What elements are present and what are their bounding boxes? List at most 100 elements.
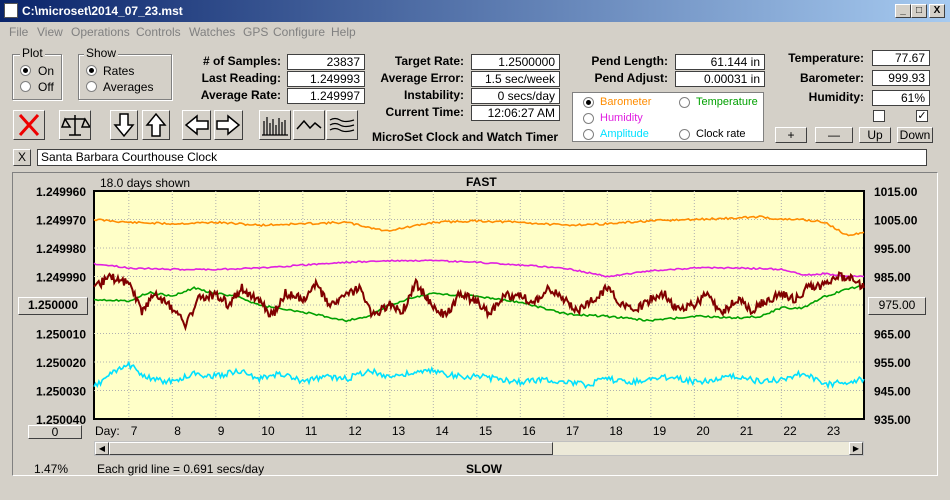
series-amplitude-line — [93, 360, 865, 390]
barometer-value: 999.93 — [872, 70, 930, 86]
right-axis-tick: 985.00 — [874, 271, 911, 285]
show-group-title: Show — [84, 46, 119, 60]
up-arrow-button[interactable] — [142, 110, 170, 140]
percent-label: 1.47% — [34, 462, 69, 476]
plot-on-radio[interactable] — [20, 65, 31, 76]
last-reading-label: Last Reading: — [201, 71, 281, 85]
checkbox-left[interactable] — [873, 110, 885, 122]
down-button[interactable]: Down — [897, 127, 933, 143]
left-axis-tick: 1.249970 — [36, 214, 86, 228]
instability-label: Instability: — [403, 88, 464, 102]
day-tick-label: 20 — [696, 424, 710, 438]
x-icon — [18, 113, 40, 137]
right-arrow-button[interactable] — [214, 110, 243, 140]
minus-button[interactable]: — — [815, 127, 853, 143]
sensor-select-box: Barometer Temperature Humidity Amplitude… — [572, 92, 764, 142]
bars-icon — [262, 117, 288, 136]
menu-bar: File View Operations Controls Watches GP… — [0, 23, 950, 41]
show-averages-label: Averages — [103, 80, 154, 94]
target-rate-value: 1.2500000 — [471, 54, 560, 70]
chart-panel — [12, 172, 938, 476]
app-icon — [4, 3, 18, 18]
plot-off-radio[interactable] — [20, 81, 31, 92]
series-rate-line — [93, 271, 865, 332]
pend-adjust-label: Pend Adjust: — [594, 71, 668, 85]
plot-group-title: Plot — [20, 46, 45, 60]
maximize-button[interactable]: □ — [911, 4, 927, 18]
center-rate-button[interactable]: 1.250000 — [18, 297, 88, 315]
slow-label: SLOW — [466, 462, 502, 476]
balance-button[interactable] — [59, 110, 92, 140]
day-tick-label: 17 — [566, 424, 580, 438]
pend-length-value: 61.144 in — [675, 54, 765, 70]
close-button[interactable]: X — [929, 4, 945, 18]
day-tick-label: 10 — [261, 424, 275, 438]
show-averages-radio[interactable] — [86, 81, 97, 92]
temperature-value: 77.67 — [872, 50, 930, 66]
horizontal-scrollbar[interactable]: ◀ ▶ — [94, 441, 864, 456]
sensor-clock-rate-radio[interactable] — [679, 129, 690, 140]
day-tick-label: 14 — [435, 424, 449, 438]
checkbox-right[interactable]: ✓ — [916, 110, 928, 122]
current-time-label: Current Time: — [385, 105, 464, 119]
bars-view-button[interactable] — [259, 110, 291, 140]
watch-close-button[interactable]: X — [13, 149, 31, 166]
up-button[interactable]: Up — [859, 127, 891, 143]
arrow-up-icon — [145, 112, 167, 137]
sensor-amplitude-radio[interactable] — [583, 129, 594, 140]
day-tick-label: 12 — [348, 424, 362, 438]
right-axis-tick: 935.00 — [874, 413, 911, 427]
fast-label: FAST — [466, 175, 497, 189]
down-arrow-button[interactable] — [110, 110, 138, 140]
pend-length-label: Pend Length: — [591, 54, 668, 68]
menu-view[interactable]: View — [37, 25, 63, 39]
right-axis-tick: 995.00 — [874, 242, 911, 256]
sensor-temperature-label: Temperature — [696, 96, 758, 108]
window-title: C:\microset\2014_07_23.mst — [22, 4, 183, 18]
series-temperature-line — [94, 284, 865, 323]
sensor-temperature-radio[interactable] — [679, 97, 690, 108]
day-tick-label: 22 — [783, 424, 797, 438]
day-tick-label: 16 — [522, 424, 536, 438]
average-error-label: Average Error: — [380, 71, 464, 85]
menu-configure[interactable]: Configure — [273, 25, 326, 39]
menu-operations[interactable]: Operations — [71, 25, 130, 39]
left-axis-tick: 1.250020 — [36, 356, 86, 370]
wave-icon — [329, 117, 355, 133]
clear-button[interactable] — [13, 110, 45, 140]
watch-name-field[interactable]: Santa Barbara Courthouse Clock — [37, 149, 927, 166]
day-tick-label: 8 — [174, 424, 181, 438]
sensor-barometer-label: Barometer — [600, 96, 652, 108]
menu-file[interactable]: File — [9, 25, 29, 39]
wave-view-button[interactable] — [326, 110, 358, 140]
scroll-right-button[interactable]: ▶ — [849, 442, 863, 455]
last-reading-value: 1.249993 — [287, 71, 365, 87]
left-axis-tick: 1.249960 — [36, 185, 86, 199]
minimize-button[interactable]: _ — [895, 4, 911, 18]
sensor-barometer-radio[interactable] — [583, 97, 594, 108]
scroll-thumb[interactable] — [109, 442, 553, 455]
average-rate-label: Average Rate: — [200, 88, 281, 102]
menu-controls[interactable]: Controls — [136, 25, 181, 39]
zero-button[interactable]: 0 — [28, 425, 82, 439]
day-tick-label: 18 — [609, 424, 623, 438]
barometer-label: Barometer: — [799, 71, 864, 85]
days-shown-label: 18.0 days shown — [100, 176, 191, 190]
right-axis-tick: 1015.00 — [874, 185, 918, 199]
menu-gps[interactable]: GPS — [243, 25, 269, 39]
app-name-label: MicroSet Clock and Watch Timer — [372, 130, 559, 144]
left-arrow-button[interactable] — [182, 110, 211, 140]
left-axis-tick: 1.250030 — [36, 385, 86, 399]
menu-watches[interactable]: Watches — [189, 25, 236, 39]
sensor-humidity-radio[interactable] — [583, 113, 594, 124]
line-view-button[interactable] — [293, 110, 325, 140]
title-bar: C:\microset\2014_07_23.mst _ □ X — [0, 0, 950, 22]
left-axis-tick: 1.249980 — [36, 242, 86, 256]
show-rates-radio[interactable] — [86, 65, 97, 76]
scroll-left-button[interactable]: ◀ — [95, 442, 109, 455]
day-tick-label: 15 — [479, 424, 493, 438]
center-scale-button[interactable]: 975.00 — [868, 297, 926, 315]
sensor-humidity-label: Humidity — [600, 112, 643, 124]
plus-button[interactable]: + — [775, 127, 807, 143]
menu-help[interactable]: Help — [331, 25, 356, 39]
